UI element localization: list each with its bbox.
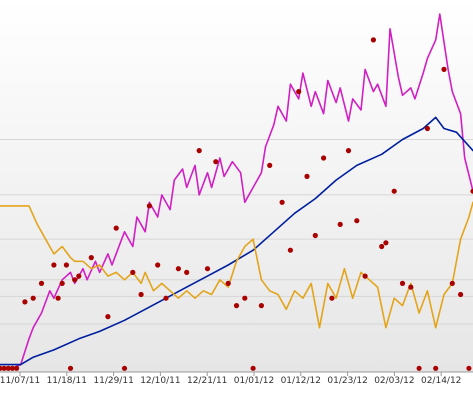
- scatter-point-14: [76, 273, 82, 279]
- scatter-point-3: [9, 365, 15, 371]
- x-tick-label-5: 01/01/12: [234, 376, 274, 386]
- scatter-point-50: [399, 280, 406, 286]
- x-tick-label-9: 02/14/12: [421, 376, 461, 386]
- scatter-point-22: [155, 262, 161, 268]
- scatter-point-23: [163, 295, 169, 301]
- scatter-point-8: [51, 262, 57, 268]
- scatter-point-33: [258, 303, 264, 309]
- scatter-point-51: [408, 284, 414, 290]
- series-line-0: [0, 13, 473, 370]
- scatter-point-4: [14, 365, 20, 371]
- scatter-point-30: [233, 303, 240, 309]
- scatter-point-24: [175, 266, 181, 272]
- scatter-point-38: [304, 173, 310, 179]
- scatter-point-32: [250, 365, 256, 371]
- x-tick-label-6: 01/12/12: [281, 376, 321, 386]
- scatter-point-54: [433, 365, 439, 371]
- scatter-point-48: [383, 240, 389, 246]
- scatter-point-6: [30, 295, 36, 301]
- scatter-point-1: [1, 365, 7, 371]
- scatter-point-12: [67, 365, 74, 371]
- scatter-point-40: [321, 155, 327, 161]
- scatter-point-37: [296, 89, 302, 95]
- series-line-1: [0, 116, 473, 366]
- scatter-point-2: [5, 365, 11, 371]
- scatter-point-31: [242, 295, 248, 301]
- scatter-layer: [0, 37, 473, 371]
- series-layer: [0, 13, 473, 370]
- scatter-point-43: [345, 148, 352, 154]
- x-tick-label-2: 11/29/11: [93, 376, 133, 386]
- scatter-point-36: [287, 247, 293, 253]
- scatter-point-47: [379, 243, 385, 250]
- x-tick-label-1: 11/18/11: [47, 376, 87, 386]
- scatter-point-25: [184, 269, 190, 275]
- scatter-point-17: [113, 225, 119, 231]
- scatter-point-5: [22, 299, 28, 305]
- scatter-point-58: [466, 365, 472, 371]
- scatter-point-29: [225, 280, 231, 286]
- scatter-point-56: [449, 280, 455, 286]
- x-tick-label-8: 02/03/12: [374, 376, 414, 386]
- scatter-point-55: [441, 66, 447, 72]
- scatter-point-49: [391, 188, 397, 194]
- scatter-point-7: [38, 280, 45, 286]
- scatter-point-42: [337, 221, 343, 227]
- scatter-point-19: [130, 269, 136, 275]
- x-tick-label-0: 11/07/11: [0, 376, 40, 386]
- x-tick-label-7: 01/23/12: [327, 376, 367, 386]
- scatter-point-11: [63, 262, 69, 268]
- scatter-point-41: [329, 295, 335, 301]
- scatter-point-15: [88, 255, 94, 261]
- scatter-point-59: [470, 188, 473, 194]
- scatter-point-18: [121, 365, 128, 371]
- x-tick-label-3: 12/10/11: [140, 376, 180, 386]
- grid: [0, 139, 473, 325]
- scatter-point-28: [213, 159, 219, 165]
- series-line-2: [0, 201, 473, 329]
- scatter-point-16: [105, 314, 111, 320]
- scatter-point-9: [55, 295, 61, 301]
- scatter-point-39: [312, 232, 318, 239]
- scatter-point-46: [370, 37, 376, 43]
- scatter-point-13: [72, 277, 78, 283]
- scatter-point-27: [204, 266, 211, 272]
- scatter-point-21: [146, 203, 152, 209]
- x-axis: 11/07/11 11/18/11 11/29/11 12/10/11 12/21/11…: [0, 372, 461, 386]
- scatter-point-34: [267, 162, 273, 168]
- x-tick-label-4: 12/21/11: [187, 376, 227, 386]
- scatter-point-10: [59, 280, 65, 286]
- scatter-point-53: [424, 125, 430, 132]
- scatter-point-35: [279, 199, 285, 205]
- scatter-point-57: [458, 291, 464, 298]
- scatter-point-45: [362, 273, 368, 279]
- scatter-point-52: [416, 365, 422, 371]
- plot-background: [0, 0, 473, 372]
- scatter-point-26: [196, 148, 202, 154]
- scatter-point-20: [138, 291, 144, 298]
- scatter-point-44: [354, 218, 360, 224]
